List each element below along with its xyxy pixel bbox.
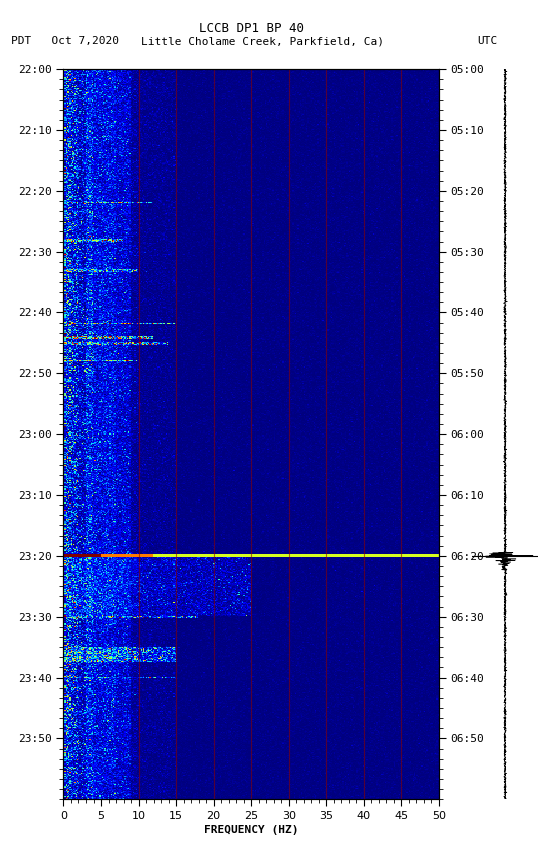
Text: UTC: UTC: [477, 36, 498, 47]
Text: LCCB DP1 BP 40: LCCB DP1 BP 40: [199, 22, 304, 35]
Text: Little Cholame Creek, Parkfield, Ca): Little Cholame Creek, Parkfield, Ca): [141, 36, 384, 47]
Text: PDT   Oct 7,2020: PDT Oct 7,2020: [11, 36, 119, 47]
X-axis label: FREQUENCY (HZ): FREQUENCY (HZ): [204, 825, 299, 835]
